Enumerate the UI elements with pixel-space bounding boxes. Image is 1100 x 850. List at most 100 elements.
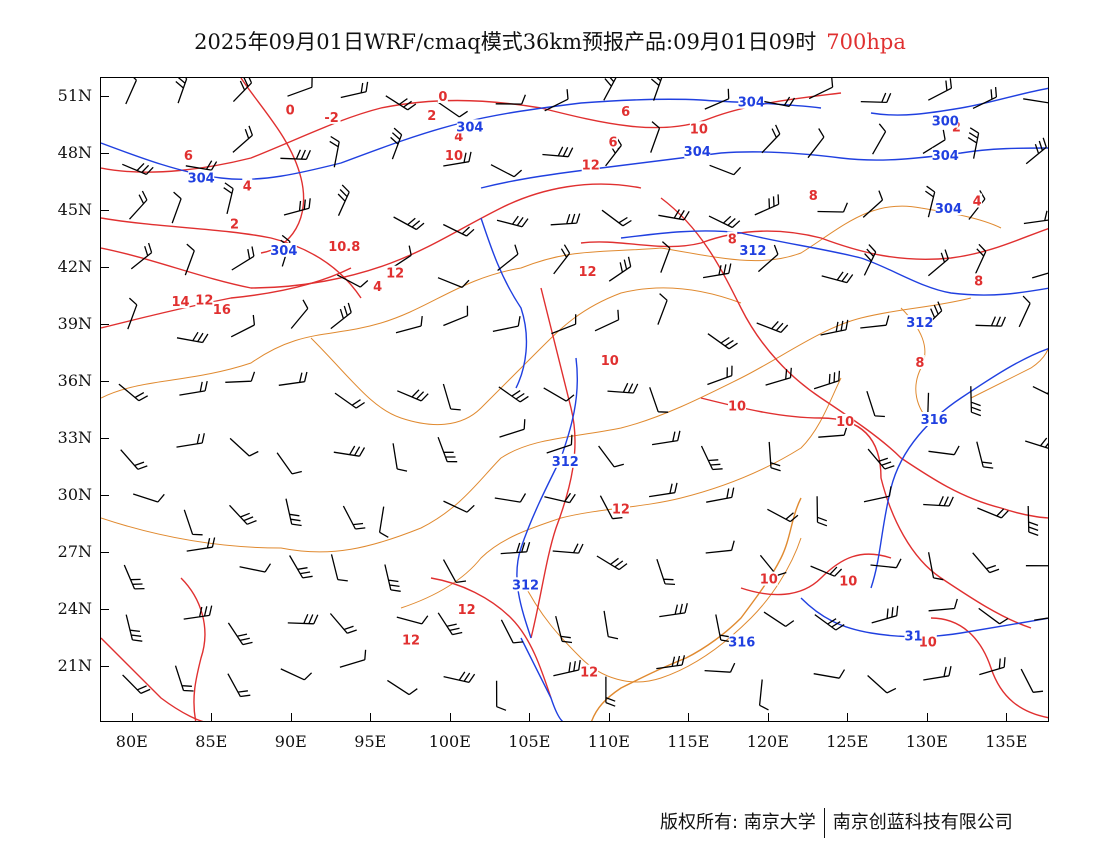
wind-barb	[601, 209, 632, 227]
contour-label: 10	[836, 415, 854, 430]
title-level: 700hpa	[826, 30, 906, 54]
lon-tick	[926, 713, 928, 722]
wind-barb	[437, 612, 463, 636]
wind-barb	[765, 367, 792, 386]
contour-label: 312	[906, 316, 933, 331]
wind-barb	[974, 243, 987, 276]
lat-label: 39N	[57, 314, 92, 333]
lat-label: 45N	[57, 200, 92, 219]
contour-label: 6	[621, 105, 630, 120]
wind-barb	[707, 365, 733, 386]
wind-barb	[870, 558, 902, 569]
wind-barb	[863, 244, 877, 276]
wind-barb	[183, 509, 203, 536]
contour-label: 8	[728, 233, 737, 248]
wind-barb	[122, 674, 151, 694]
contour-label-bg	[581, 157, 600, 172]
contour-label-bg	[229, 216, 240, 231]
wind-barb	[437, 101, 468, 118]
wind-barb	[1023, 210, 1048, 225]
wind-barb	[393, 216, 425, 231]
lon-label: 115E	[667, 732, 710, 751]
wind-barb	[867, 675, 897, 694]
wind-barbs	[118, 78, 1048, 711]
wind-barb	[862, 190, 884, 218]
wind-barb	[871, 605, 899, 624]
contour-label-bg	[684, 144, 711, 159]
contour-label: 312	[739, 244, 766, 259]
wind-barb	[927, 552, 944, 581]
wind-barb	[758, 679, 769, 711]
province-lines-4	[520, 537, 802, 683]
wind-barb	[289, 555, 313, 579]
wind-barb	[130, 242, 153, 270]
wind-barb	[979, 657, 1006, 676]
lat-tick	[100, 153, 109, 154]
wind-barb	[176, 331, 209, 344]
wind-barb	[174, 665, 194, 692]
wind-barb	[330, 302, 352, 330]
wind-barb	[872, 123, 887, 155]
title-main: 2025年09月01日WRF/cmaq模式36km预报产品:09月01日09时	[194, 30, 817, 54]
wind-barb	[761, 124, 781, 154]
lon-tick	[370, 713, 372, 722]
wind-barb	[329, 135, 340, 168]
lon-tick	[529, 713, 531, 722]
lon-label: 90E	[274, 732, 307, 751]
wind-barb	[656, 655, 686, 670]
lat-label: 36N	[57, 371, 92, 390]
contour-label: 0	[438, 90, 447, 105]
wind-barb	[649, 482, 678, 498]
lon-tick	[1006, 713, 1008, 722]
lat-tick	[100, 552, 109, 553]
contour-label-bg	[195, 292, 214, 307]
wind-barb	[658, 209, 690, 221]
contour-label-bg	[728, 634, 755, 649]
lon-label: 105E	[508, 732, 551, 751]
geopotential-contours	[101, 87, 1048, 721]
wind-barb	[337, 184, 350, 216]
wind-barb	[443, 223, 475, 237]
lon-label: 85E	[195, 732, 228, 751]
wind-barb	[649, 387, 669, 413]
lat-tick	[100, 438, 109, 439]
contour-label: 6	[608, 136, 617, 151]
contour-label-bg	[689, 121, 708, 136]
wind-barb	[495, 680, 507, 711]
wind-barb	[390, 127, 403, 160]
wind-barb	[334, 392, 365, 409]
wind-barb	[763, 96, 796, 108]
lon-tick	[767, 713, 769, 722]
wind-barb	[813, 370, 841, 390]
lat-label: 27N	[57, 542, 92, 561]
wind-barb	[227, 673, 251, 698]
contour-label: 12	[458, 603, 476, 618]
contour-label: 8	[809, 189, 818, 204]
contour-label-bg	[327, 239, 362, 254]
contour-label-bg	[759, 571, 778, 586]
contour-label-bg	[914, 355, 925, 369]
lat-tick	[100, 609, 109, 610]
wind-barb	[125, 78, 137, 105]
contour-label: 316	[921, 413, 948, 428]
contour-label-bg	[437, 89, 448, 103]
wind-barb	[607, 382, 639, 394]
wind-barb	[287, 614, 319, 625]
lat-label: 24N	[57, 599, 92, 618]
wind-barb	[820, 319, 849, 336]
contour-label: 6	[184, 149, 193, 164]
wind-barb	[223, 182, 234, 215]
wind-barb	[923, 496, 954, 507]
contour-label: 2	[427, 109, 436, 124]
contour-label: 16	[213, 303, 231, 318]
contour-label-bg	[444, 147, 463, 162]
contour-label: 304	[270, 244, 297, 259]
lon-tick	[290, 713, 292, 722]
contour-label-bg	[242, 178, 253, 193]
wind-barb	[185, 160, 218, 171]
contour-label-bg	[322, 109, 341, 124]
contour-label: -2	[324, 111, 338, 126]
lon-label: 135E	[985, 732, 1028, 751]
lon-label: 80E	[115, 732, 148, 751]
wind-barb	[494, 493, 527, 503]
